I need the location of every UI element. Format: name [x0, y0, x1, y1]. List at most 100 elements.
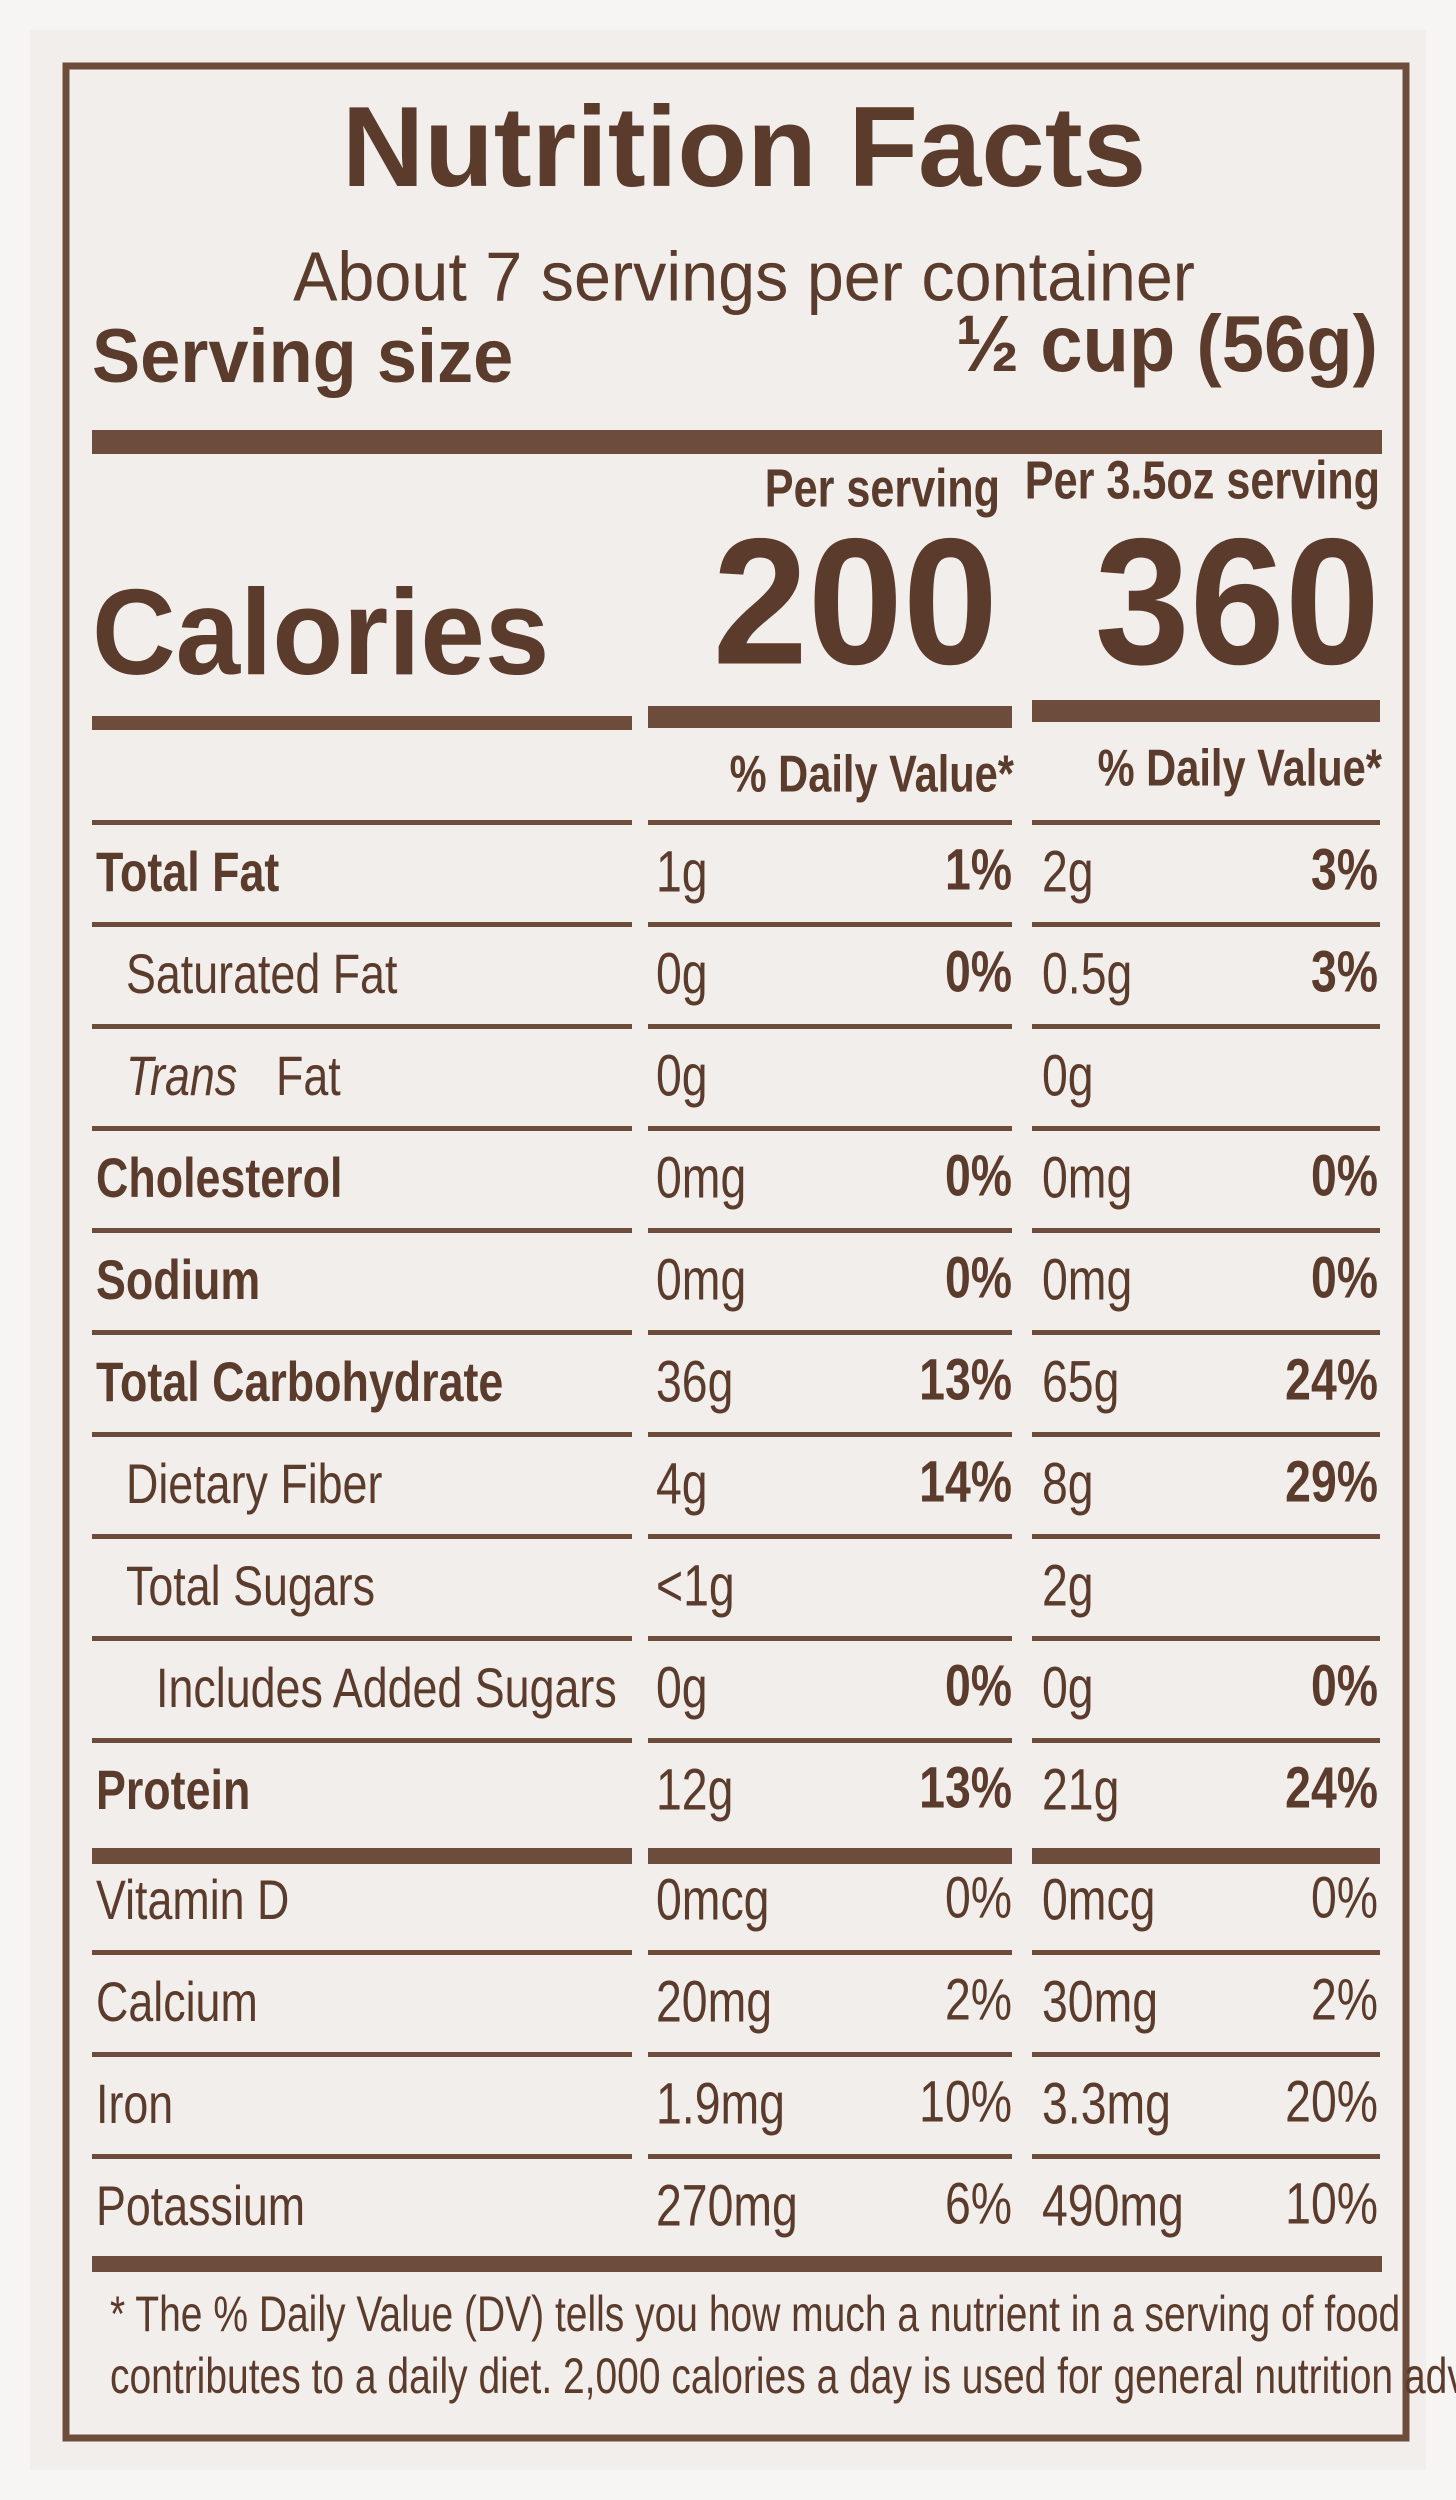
daily-value: 20%	[1285, 2069, 1378, 2134]
row-line	[648, 1534, 1012, 1539]
daily-value: 29%	[1285, 1449, 1378, 1514]
thick-bar	[648, 706, 1012, 728]
nutrient-name: Includes Added Sugars	[156, 1656, 617, 1719]
nutrient-name: Cholesterol	[96, 1146, 342, 1209]
serving-size-label: Serving size	[92, 313, 513, 398]
daily-value: 0%	[1311, 1865, 1378, 1930]
row-line	[1032, 820, 1380, 825]
amount: 0mg	[656, 1145, 746, 1210]
amount: 30mg	[1042, 1969, 1158, 2034]
footnote: contributes to a daily diet. 2,000 calor…	[110, 2347, 1456, 2404]
nutrient-name: Total Sugars	[126, 1554, 375, 1617]
thick-bar	[92, 2256, 1382, 2272]
thick-bar	[92, 716, 632, 730]
thick-bar	[92, 1848, 632, 1864]
daily-value: 0%	[945, 1653, 1012, 1718]
row-line	[92, 1330, 632, 1335]
daily-value: 0%	[1311, 1653, 1378, 1718]
row-line	[1032, 1126, 1380, 1131]
calories-label: Calories	[92, 565, 549, 701]
amount: 1g	[656, 839, 708, 904]
row-line	[648, 820, 1012, 825]
amount: 0g	[1042, 1043, 1094, 1108]
daily-value: 1%	[945, 837, 1012, 902]
daily-value: 0%	[945, 1143, 1012, 1208]
border	[62, 62, 1410, 2442]
amount: 2g	[1042, 1553, 1094, 1618]
daily-value: 0%	[945, 1245, 1012, 1310]
row-line	[92, 1950, 632, 1955]
amount: 8g	[1042, 1451, 1094, 1516]
serving-size: ½ cup (56g)	[956, 298, 1378, 388]
daily-value: 2%	[1311, 1967, 1378, 2032]
daily-value: 13%	[919, 1755, 1012, 1820]
nutrient-name: Protein	[96, 1758, 250, 1821]
row-line	[648, 1330, 1012, 1335]
daily-value: 3%	[1311, 939, 1378, 1004]
row-line	[92, 1432, 632, 1437]
row-line	[648, 1228, 1012, 1233]
servings: About 7 servings per container	[293, 238, 1195, 316]
daily-value: 0%	[1311, 1245, 1378, 1310]
amount: 0mg	[1042, 1247, 1132, 1312]
thick-bar	[648, 1848, 1012, 1864]
calories-value: 360	[1095, 502, 1380, 703]
amount: 0.5g	[1042, 941, 1132, 1006]
thick-bar	[92, 430, 1382, 454]
row-line	[648, 1432, 1012, 1437]
daily-value: 24%	[1285, 1347, 1378, 1412]
amount: 0mcg	[1042, 1867, 1155, 1932]
row-line	[648, 1126, 1012, 1131]
amount: 1.9mg	[656, 2071, 785, 2136]
amount: 20mg	[656, 1969, 772, 2034]
nutrient-name: Total Carbohydrate	[96, 1350, 503, 1413]
amount: 0mcg	[656, 1867, 769, 1932]
amount: 0mg	[656, 1247, 746, 1312]
amount: <1g	[656, 1553, 735, 1618]
row-line	[92, 820, 632, 825]
amount: 0mg	[1042, 1145, 1132, 1210]
amount: 270mg	[656, 2173, 798, 2238]
nutrient-name: Trans	[126, 1044, 237, 1107]
footnote: * The % Daily Value (DV) tells you how m…	[110, 2285, 1400, 2342]
daily-value: 0%	[945, 939, 1012, 1004]
row-line	[1032, 2154, 1380, 2159]
daily-value: 10%	[919, 2069, 1012, 2134]
row-line	[92, 1024, 632, 1029]
calories-value: 200	[713, 502, 998, 703]
thick-bar	[1032, 700, 1380, 722]
row-line	[1032, 1534, 1380, 1539]
daily-value: 0%	[945, 1865, 1012, 1930]
amount: 2g	[1042, 839, 1094, 904]
nutrient-name: Iron	[96, 2072, 173, 2135]
dv-header: % Daily Value*	[1098, 738, 1383, 797]
daily-value: 3%	[1311, 837, 1378, 902]
nutrient-name: Dietary Fiber	[126, 1452, 382, 1515]
amount: 3.3mg	[1042, 2071, 1171, 2136]
row-line	[648, 1738, 1012, 1743]
daily-value: 24%	[1285, 1755, 1378, 1820]
amount: 0g	[656, 1655, 708, 1720]
row-line	[1032, 2052, 1380, 2057]
thick-bar	[1032, 1848, 1380, 1864]
amount: 0g	[656, 941, 708, 1006]
nutrient-name: Fat	[276, 1044, 341, 1107]
nutrient-name: Total Fat	[96, 840, 279, 903]
row-line	[92, 1738, 632, 1743]
row-line	[92, 1534, 632, 1539]
row-line	[1032, 1432, 1380, 1437]
row-line	[92, 922, 632, 927]
row-line	[1032, 1636, 1380, 1641]
row-line	[1032, 1228, 1380, 1233]
amount: 65g	[1042, 1349, 1119, 1414]
column-header: Per 3.5oz serving	[1025, 451, 1380, 511]
row-line	[92, 1636, 632, 1641]
row-line	[648, 922, 1012, 927]
nutrient-name: Sodium	[96, 1248, 260, 1311]
row-line	[1032, 1738, 1380, 1743]
column-header: Per serving	[765, 459, 1000, 519]
amount: 36g	[656, 1349, 733, 1414]
amount: 21g	[1042, 1757, 1119, 1822]
daily-value: 2%	[945, 1967, 1012, 2032]
